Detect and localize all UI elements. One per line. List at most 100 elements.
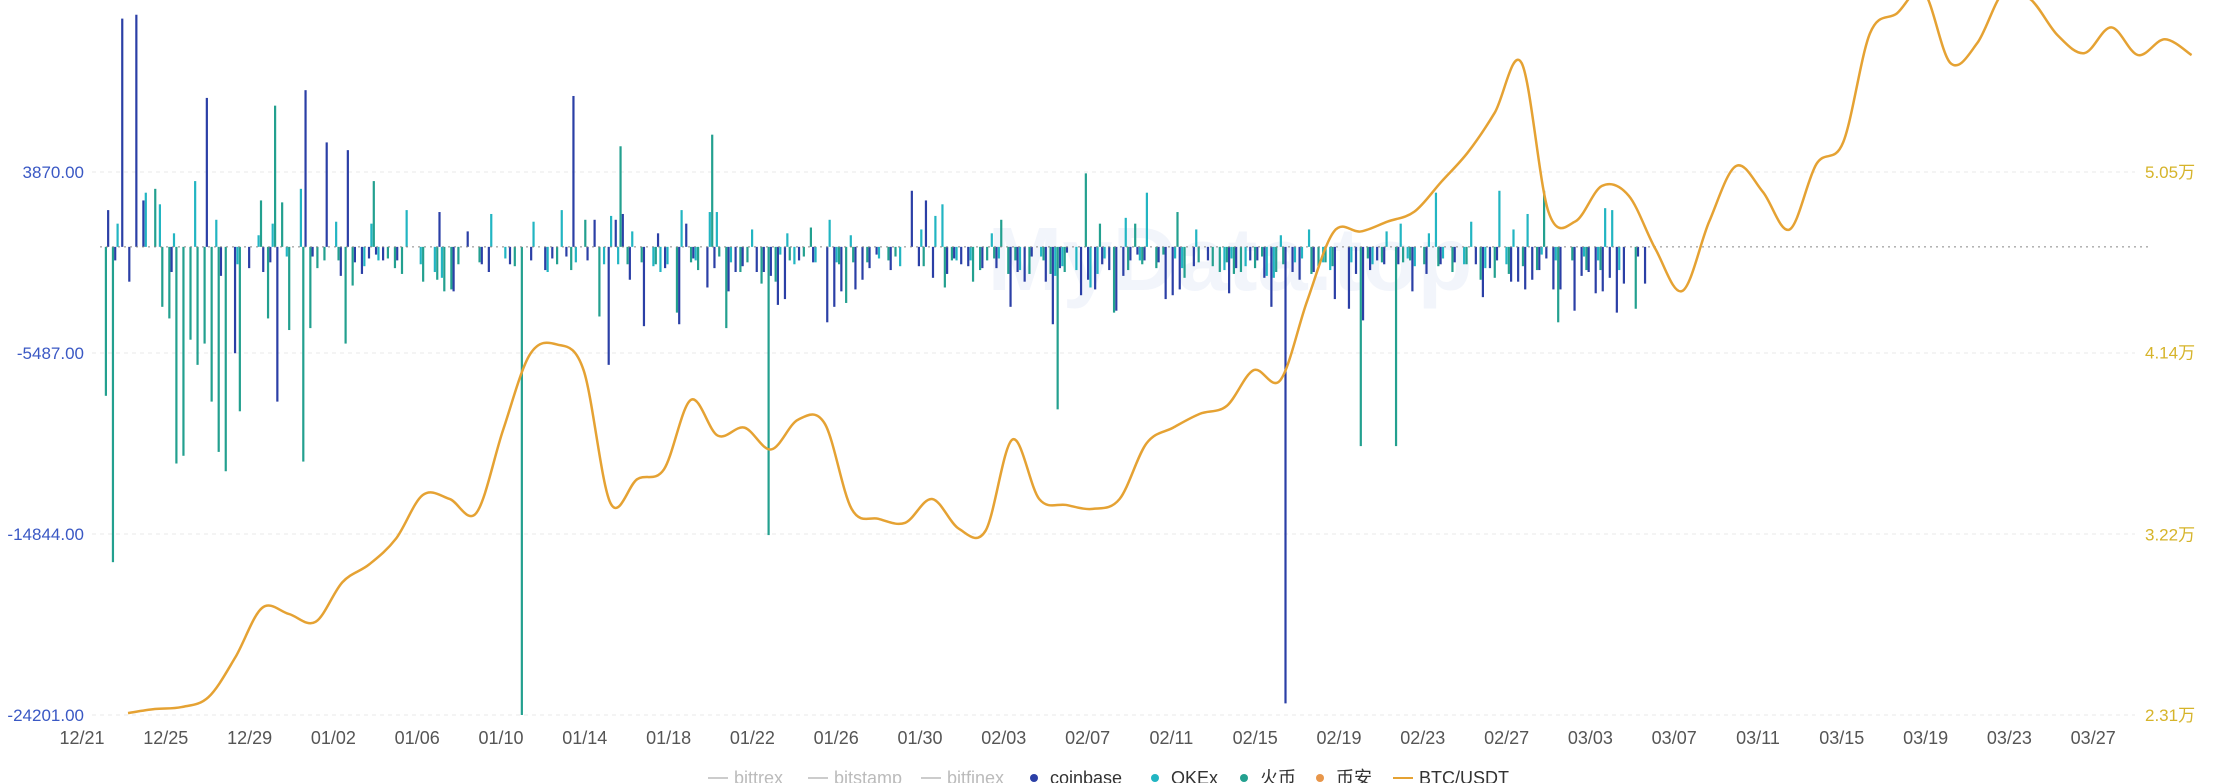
bar	[236, 246, 239, 265]
bar	[175, 246, 178, 464]
bar	[812, 246, 815, 263]
legend-item[interactable]: coinbase	[1030, 768, 1122, 783]
bar	[450, 246, 453, 290]
bar	[1507, 246, 1510, 274]
bar	[1249, 246, 1252, 261]
bar	[1573, 246, 1576, 311]
bar	[281, 202, 284, 247]
bar	[1075, 246, 1078, 271]
bar	[1582, 246, 1586, 257]
bar	[1155, 246, 1158, 269]
x-axis-tick-label: 03/11	[1736, 728, 1780, 748]
bar	[210, 246, 213, 402]
bar	[1134, 223, 1137, 247]
bar	[833, 246, 836, 307]
bar	[1228, 246, 1231, 294]
bar	[1310, 246, 1313, 274]
bar	[917, 246, 920, 267]
bar	[269, 246, 272, 263]
legend-item[interactable]: BTC/USDT	[1393, 768, 1509, 783]
legend-item[interactable]: bitfinex	[921, 768, 1004, 783]
bar	[1366, 246, 1369, 259]
legend-item[interactable]: bitstamp	[808, 768, 902, 783]
bar	[711, 134, 714, 247]
bar	[767, 246, 770, 536]
bar	[1535, 246, 1539, 271]
bar	[755, 246, 758, 273]
legend-item[interactable]: bittrex	[708, 768, 783, 783]
bar	[271, 223, 274, 247]
bar	[1044, 246, 1047, 282]
bar	[854, 246, 857, 290]
bar	[304, 90, 307, 247]
bar	[1587, 246, 1590, 273]
bar	[1495, 246, 1499, 261]
bar	[367, 246, 371, 259]
bar	[274, 105, 277, 247]
bar	[520, 246, 523, 715]
right-axis-tick-label: 2.31万	[2145, 706, 2195, 725]
bar	[887, 246, 890, 261]
bar	[1409, 246, 1412, 261]
bar	[353, 246, 356, 263]
bar	[128, 246, 131, 282]
bar	[708, 212, 711, 247]
bar	[107, 210, 110, 247]
bar	[889, 246, 892, 271]
legend-item[interactable]: OKEx	[1151, 768, 1218, 783]
legend-label: 火币	[1260, 768, 1296, 783]
bar	[1275, 246, 1278, 273]
bar	[793, 246, 796, 265]
bar	[685, 223, 688, 247]
x-axis-tick-label: 03/15	[1819, 728, 1864, 748]
bar	[233, 246, 237, 354]
bar	[1557, 246, 1560, 323]
legend-item[interactable]: 币安	[1316, 768, 1372, 783]
bar	[1333, 246, 1336, 300]
bar	[1427, 233, 1430, 247]
bar	[678, 246, 681, 325]
bar	[628, 246, 631, 280]
bar	[617, 246, 620, 265]
bar	[783, 246, 787, 300]
left-axis-tick-label: -24201.00	[7, 706, 84, 725]
bar	[981, 246, 984, 269]
bar	[443, 246, 446, 292]
bar	[762, 246, 765, 273]
bar	[363, 246, 366, 267]
bar	[1042, 246, 1045, 261]
x-axis-tick-label: 01/02	[311, 728, 356, 748]
bar	[370, 223, 373, 247]
bar	[706, 246, 709, 288]
bar-series	[104, 14, 1647, 715]
legend-item[interactable]: 火币	[1240, 768, 1296, 783]
bar	[1122, 246, 1125, 276]
left-axis-tick-label: 3870.00	[23, 163, 84, 182]
bar	[1063, 246, 1066, 273]
bar	[1094, 246, 1097, 290]
bar	[1261, 246, 1264, 257]
bar	[1183, 246, 1186, 278]
bar	[955, 246, 958, 261]
bar	[1488, 246, 1492, 269]
bar	[351, 246, 354, 286]
bar	[689, 246, 693, 263]
bar	[1371, 246, 1374, 265]
bar	[116, 223, 119, 247]
left-axis-tick-label: -5487.00	[17, 344, 84, 363]
bar	[1065, 246, 1069, 253]
x-axis-tick-label: 02/11	[1150, 728, 1194, 748]
bar	[1084, 173, 1087, 247]
legend[interactable]: bittrex bitstamp bitfinex coinbase OKEx 火币 币安 B…	[708, 768, 1509, 783]
bar	[1279, 235, 1282, 247]
bar	[1127, 246, 1130, 271]
bar	[1256, 246, 1259, 261]
bar	[1211, 246, 1214, 267]
bar	[838, 246, 841, 265]
bar	[1465, 246, 1468, 265]
bar	[607, 246, 610, 365]
x-axis-tick-label: 02/27	[1484, 728, 1529, 748]
x-axis-tick-label: 02/19	[1316, 728, 1361, 748]
bar	[1058, 246, 1061, 269]
bar	[1397, 246, 1400, 265]
